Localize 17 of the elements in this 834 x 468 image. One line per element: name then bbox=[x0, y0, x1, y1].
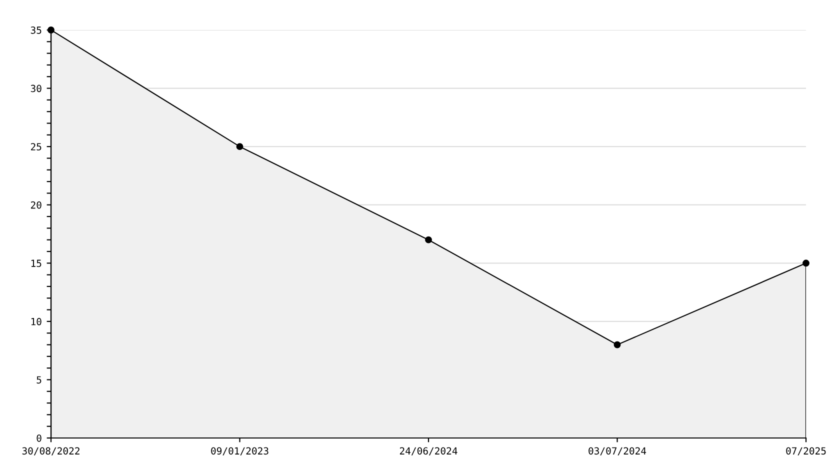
y-tick-label: 30 bbox=[30, 84, 42, 92]
y-tick-label: 0 bbox=[36, 434, 42, 442]
y-tick-label: 15 bbox=[31, 260, 42, 267]
x-tick-label: 07/2025 bbox=[786, 447, 826, 456]
y-tick-label: 20 bbox=[30, 201, 42, 209]
x-tick-label: 24/06/2024 bbox=[400, 447, 458, 456]
x-tick-label: 30/08/2022 bbox=[22, 447, 80, 456]
x-tick-label: 09/01/2023 bbox=[211, 447, 268, 456]
y-tick-label: 35 bbox=[30, 26, 42, 34]
point bbox=[802, 260, 810, 267]
y-tick-label: 10 bbox=[31, 318, 42, 326]
point bbox=[236, 143, 244, 150]
x-tick-label: 03/07/2024 bbox=[588, 447, 646, 456]
y-tick-label: 5 bbox=[36, 376, 42, 384]
y-tick-label: 25 bbox=[30, 143, 42, 150]
point bbox=[425, 236, 432, 244]
point bbox=[614, 341, 621, 348]
